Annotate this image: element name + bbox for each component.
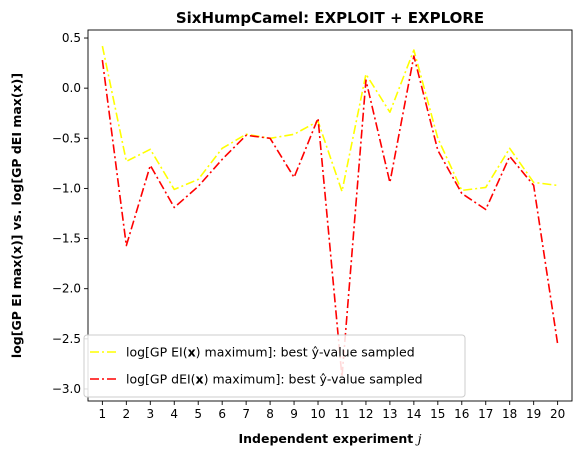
x-tick-label: 20	[550, 407, 565, 421]
series-layer	[101, 45, 559, 378]
x-tick-label: 18	[502, 407, 517, 421]
x-tick-label: 14	[406, 407, 421, 421]
x-tick-label: 13	[382, 407, 397, 421]
x-tick-label: 1	[99, 407, 107, 421]
x-tick-label: 16	[454, 407, 469, 421]
y-tick-label: 0.5	[62, 31, 81, 45]
x-tick-label: 3	[146, 407, 154, 421]
legend-item: log[GP EI(x) maximum]: best ŷ-value samp…	[90, 345, 415, 360]
x-tick-label: 6	[218, 407, 226, 421]
legend-box	[83, 334, 466, 398]
x-tick-label: 9	[290, 407, 298, 421]
series-line-1	[101, 45, 558, 193]
y-tick-label: −0.5	[52, 131, 81, 145]
y-tick-label: −2.5	[52, 332, 81, 346]
legend-label: log[GP dEI(x) maximum]: best ŷ-value sam…	[126, 372, 423, 387]
y-axis-ticks: 0.5 0.0 −0.5 −1.0 −1.5 −2.0 −2.5 −3.0	[52, 31, 88, 396]
x-tick-label: 10	[310, 407, 325, 421]
x-axis-ticks: 1 2 3 4 5 6 7 8 9 10 11 12 13 14 15 16 17 18 19 20	[99, 401, 565, 421]
y-tick-label: −2.0	[52, 282, 81, 296]
y-tick-label: −3.0	[52, 382, 81, 396]
x-tick-label: 5	[194, 407, 202, 421]
x-tick-label: 17	[478, 407, 493, 421]
x-tick-label: 11	[334, 407, 349, 421]
legend-label: log[GP EI(x) maximum]: best ŷ-value samp…	[126, 345, 415, 360]
x-tick-label: 15	[430, 407, 445, 421]
chart-title: SixHumpCamel: EXPLOIT + EXPLORE	[176, 9, 484, 27]
x-tick-label: 19	[526, 407, 541, 421]
plot-frame	[87, 29, 573, 402]
x-tick-label: 12	[358, 407, 373, 421]
legend-item: log[GP dEI(x) maximum]: best ŷ-value sam…	[90, 372, 423, 387]
y-tick-label: 0.0	[62, 81, 81, 95]
y-tick-label: −1.0	[52, 181, 81, 195]
x-tick-label: 4	[170, 407, 178, 421]
x-tick-label: 2	[123, 407, 131, 421]
x-tick-label: 8	[266, 407, 274, 421]
x-axis-label: Independent experiment j	[239, 431, 422, 446]
y-axis-label: log[GP EI max(x)] vs. log[GP dEI max(x)]	[9, 73, 24, 358]
series-line-2	[101, 55, 559, 378]
x-tick-label: 7	[242, 407, 250, 421]
legend: log[GP EI(x) maximum]: best ŷ-value samp…	[83, 334, 466, 398]
y-tick-label: −1.5	[52, 232, 81, 246]
